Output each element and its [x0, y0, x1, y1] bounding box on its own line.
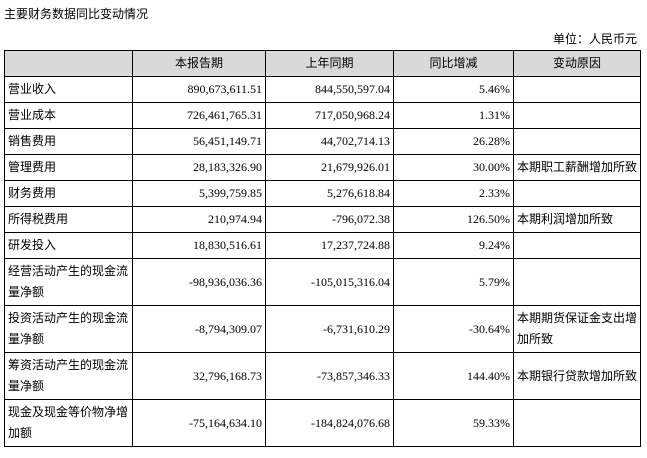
- row-label: 所得税费用: [4, 206, 133, 233]
- table-row: 研发投入 18,830,516.61 17,237,724.88 9.24%: [4, 232, 641, 259]
- cell: 18,830,516.61: [132, 232, 266, 259]
- header-cell: [4, 50, 133, 77]
- table-row: 管理费用 28,183,326.90 21,679,926.01 30.00% 本期职工…: [4, 154, 641, 181]
- table-row: 现金及现金等价物净增加额 -75,164,634.10 -184,824,076.6…: [4, 399, 641, 447]
- row-label: 现金及现金等价物净增加额: [4, 399, 133, 447]
- cell: [513, 76, 641, 103]
- cell: 126.50%: [393, 206, 514, 233]
- row-label: 研发投入: [4, 232, 133, 259]
- row-label: 筹资活动产生的现金流量净额: [4, 352, 133, 400]
- header-cell: 本报告期: [132, 50, 266, 77]
- cell: 5,399,759.85: [132, 180, 266, 207]
- cell: -98,936,036.36: [132, 258, 266, 306]
- table-row: 营业成本 726,461,765.31 717,050,968.24 1.31%: [4, 102, 641, 129]
- table-row: 营业收入 890,673,611.51 844,550,597.04 5.46%: [4, 76, 641, 103]
- header-row: 本报告期 上年同期 同比增减 变动原因: [4, 50, 641, 77]
- header-cell: 上年同期: [265, 50, 394, 77]
- cell: [513, 232, 641, 259]
- cell: -105,015,316.04: [265, 258, 394, 306]
- cell: 144.40%: [393, 352, 514, 400]
- table-row: 财务费用 5,399,759.85 5,276,618.84 2.33%: [4, 180, 641, 207]
- row-label: 财务费用: [4, 180, 133, 207]
- cell: 本期期货保证金支出增加所致: [513, 305, 641, 353]
- table-row: 投资活动产生的现金流量净额 -8,794,309.07 -6,731,610.29-…: [4, 305, 641, 353]
- cell: [513, 128, 641, 155]
- cell: 44,702,714.13: [265, 128, 394, 155]
- cell: -796,072.38: [265, 206, 394, 233]
- cell: 5,276,618.84: [265, 180, 394, 207]
- row-label: 投资活动产生的现金流量净额: [4, 305, 133, 353]
- title: 主要财务数据同比变动情况: [4, 7, 149, 21]
- table-row: 销售费用 56,451,149.71 44,702,714.13 26.28%: [4, 128, 641, 155]
- table-row: 经营活动产生的现金流量净额 -98,936,036.36 -105,015,316.…: [4, 258, 641, 306]
- cell: 26.28%: [393, 128, 514, 155]
- table-row: 筹资活动产生的现金流量净额 32,796,168.73 -73,857,346.33…: [4, 352, 641, 400]
- cell: [513, 399, 641, 447]
- cell: -8,794,309.07: [132, 305, 266, 353]
- cell: 30.00%: [393, 154, 514, 181]
- cell: 5.46%: [393, 76, 514, 103]
- unit: 单位：人民币元: [552, 32, 637, 46]
- row-label: 营业成本: [4, 102, 133, 129]
- header-cell: 变动原因: [513, 50, 641, 77]
- cell: 210,974.94: [132, 206, 266, 233]
- cell: 844,550,597.04: [265, 76, 394, 103]
- cell: -184,824,076.68: [265, 399, 394, 447]
- cell: 717,050,968.24: [265, 102, 394, 129]
- cell: 890,673,611.51: [132, 76, 266, 103]
- header-cell: 同比增减: [393, 50, 514, 77]
- cell: 21,679,926.01: [265, 154, 394, 181]
- row-label: 营业收入: [4, 76, 133, 103]
- row-label: 管理费用: [4, 154, 133, 181]
- cell: 32,796,168.73: [132, 352, 266, 400]
- cell: 2.33%: [393, 180, 514, 207]
- cell: 17,237,724.88: [265, 232, 394, 259]
- row-label: 经营活动产生的现金流量净额: [4, 258, 133, 306]
- cell: -73,857,346.33: [265, 352, 394, 400]
- row-label: 销售费用: [4, 128, 133, 155]
- cell: 56,451,149.71: [132, 128, 266, 155]
- cell: 本期利润增加所致: [513, 206, 641, 233]
- table-row: 所得税费用 210,974.94 -796,072.38 126.50% 本期利润增加所…: [4, 206, 641, 233]
- cell: 726,461,765.31: [132, 102, 266, 129]
- cell: [513, 102, 641, 129]
- cell: 5.79%: [393, 258, 514, 306]
- cell: 本期职工薪酬增加所致: [513, 154, 641, 181]
- cell: -75,164,634.10: [132, 399, 266, 447]
- cell: [513, 258, 641, 306]
- cell: 28,183,326.90: [132, 154, 266, 181]
- cell: -6,731,610.29: [265, 305, 394, 353]
- cell: 9.24%: [393, 232, 514, 259]
- cell: -30.64%: [393, 305, 514, 353]
- cell: 本期银行贷款增加所致: [513, 352, 641, 400]
- table: 本报告期 上年同期 同比增减 变动原因 营业收入 890,673,611.51 844,5…: [4, 50, 641, 447]
- cell: 1.31%: [393, 102, 514, 129]
- cell: [513, 180, 641, 207]
- cell: 59.33%: [393, 399, 514, 447]
